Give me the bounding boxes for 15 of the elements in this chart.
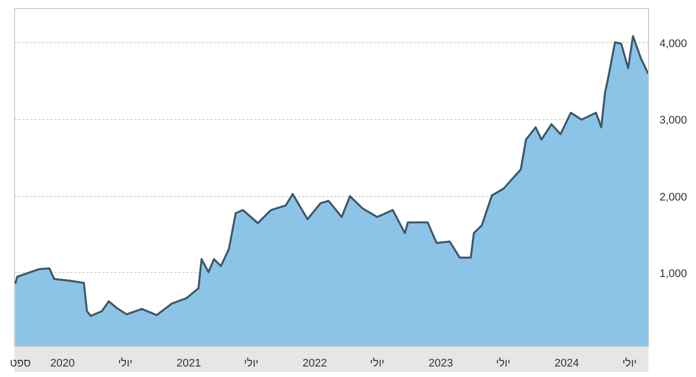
- x-tick-label: 2020: [50, 358, 75, 370]
- x-tick-label: 2021: [176, 358, 202, 370]
- x-tick-label: ספט: [10, 358, 31, 370]
- y-tick-label: 4,000: [660, 38, 688, 50]
- x-tick-label: יולי: [370, 358, 384, 370]
- y-tick-label: 3,000: [660, 114, 688, 127]
- x-tick-label: 2023: [428, 358, 453, 370]
- y-tick-label: 1,000: [660, 268, 688, 280]
- x-tick-label: יולי: [496, 358, 510, 370]
- y-tick-label: 2,000: [660, 191, 688, 204]
- x-tick-label: יולי: [118, 358, 132, 370]
- x-tick-label: יולי: [244, 358, 258, 370]
- x-tick-label: 2024: [554, 358, 579, 370]
- x-tick-label: יולי: [622, 358, 637, 370]
- x-tick-label: 2022: [302, 358, 328, 370]
